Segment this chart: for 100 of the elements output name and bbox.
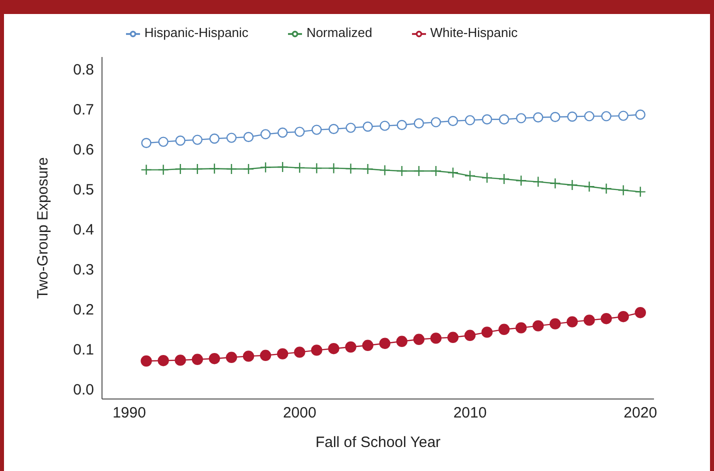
point [226, 163, 238, 175]
point [430, 165, 442, 177]
y-tick-label: 0.3 [73, 261, 94, 278]
point [396, 120, 407, 130]
point [362, 122, 373, 132]
point [498, 114, 510, 124]
point [158, 355, 169, 366]
point [430, 332, 442, 344]
point [311, 344, 322, 356]
x-tick-label: 2000 [282, 404, 316, 422]
y-tick-label: 0.8 [73, 61, 94, 78]
y-tick-label: 0.7 [73, 101, 94, 118]
point [140, 164, 152, 176]
point [209, 134, 220, 144]
y-tick-label: 0.6 [73, 141, 94, 158]
y-tick-label: 0.0 [73, 381, 94, 398]
point [634, 186, 646, 198]
point [260, 162, 272, 173]
point [379, 164, 390, 176]
point [362, 163, 374, 175]
point [618, 184, 629, 196]
point [618, 110, 628, 121]
point [413, 165, 424, 177]
point [601, 111, 612, 122]
point [192, 163, 204, 175]
point [566, 179, 578, 191]
point [550, 178, 561, 189]
x-tick-label: 2010 [453, 404, 487, 422]
point [226, 352, 238, 363]
point [294, 346, 306, 358]
point [158, 136, 168, 147]
point [516, 175, 527, 186]
point [481, 172, 493, 184]
point [550, 318, 561, 330]
y-tick-label: 0.2 [73, 301, 94, 318]
point [566, 316, 578, 328]
point [414, 118, 424, 128]
point [312, 124, 322, 135]
legend-label: Hispanic-Hispanic [144, 25, 248, 40]
x-tick-label: 2020 [624, 404, 658, 422]
point [141, 138, 152, 148]
point [516, 113, 526, 124]
y-tick-label: 0.5 [73, 181, 94, 198]
point [174, 163, 186, 175]
point [396, 165, 408, 177]
point [277, 128, 288, 138]
point [242, 163, 254, 175]
point [294, 162, 306, 174]
point [243, 132, 254, 142]
point [464, 170, 476, 182]
point [192, 354, 204, 365]
point [294, 126, 305, 137]
point [260, 350, 272, 361]
y-tick-label: 0.1 [73, 341, 94, 358]
point [328, 343, 340, 354]
point [532, 176, 544, 188]
point [532, 320, 544, 332]
point [380, 120, 390, 131]
point [362, 340, 374, 351]
y-tick-label: 0.4 [73, 221, 94, 238]
x-tick-label: 1990 [112, 404, 146, 422]
point [464, 330, 476, 341]
point [584, 181, 595, 192]
point [618, 311, 629, 322]
point [276, 161, 288, 173]
point [430, 117, 442, 128]
point [260, 129, 271, 140]
point [584, 111, 594, 122]
point [464, 115, 476, 126]
point [567, 112, 578, 122]
point [447, 332, 459, 343]
point [242, 350, 254, 362]
point [345, 163, 356, 174]
point [481, 326, 493, 338]
point [447, 167, 459, 178]
point [600, 313, 612, 324]
point [175, 136, 186, 146]
point [379, 338, 390, 349]
point [276, 348, 288, 360]
point [346, 122, 356, 133]
x-axis-title: Fall of School Year [315, 434, 441, 451]
point [328, 162, 340, 174]
point [498, 173, 510, 185]
point [158, 164, 169, 176]
point [413, 334, 424, 345]
point [208, 163, 220, 174]
point [635, 110, 646, 120]
legend-label: White-Hispanic [430, 25, 518, 40]
point [328, 124, 339, 134]
point [482, 114, 492, 124]
point [311, 162, 322, 174]
point [600, 183, 612, 194]
point [550, 112, 560, 122]
point [140, 355, 152, 367]
legend-label: Normalized [306, 25, 372, 40]
point [516, 322, 527, 334]
point [584, 314, 595, 326]
point [448, 116, 458, 126]
point [226, 132, 237, 143]
point [192, 134, 203, 145]
